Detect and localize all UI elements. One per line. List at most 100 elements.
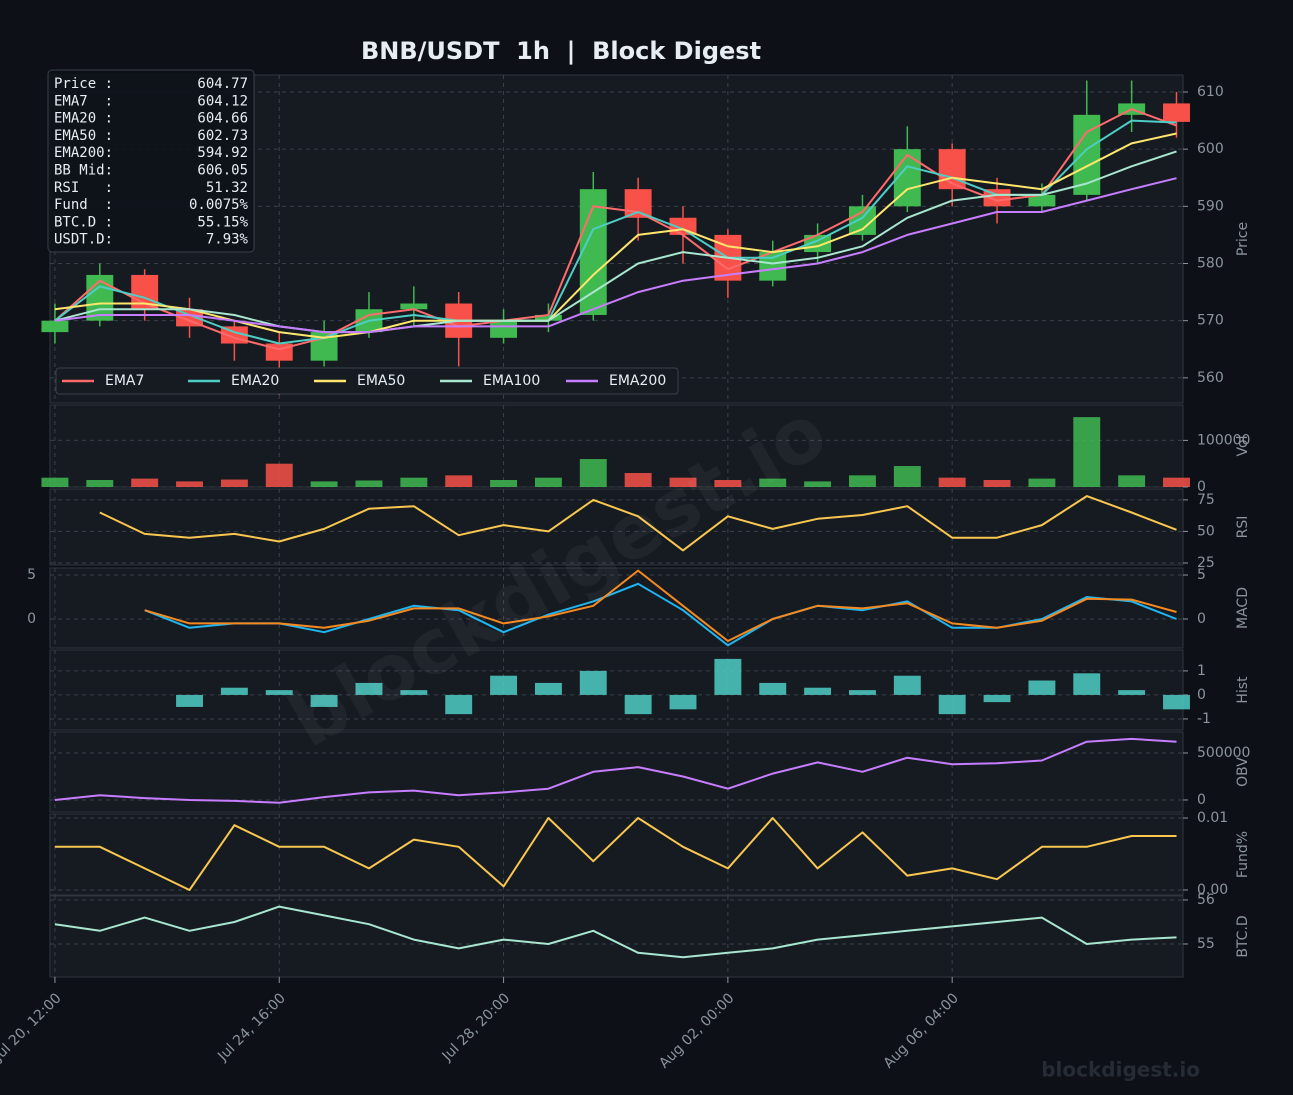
bar — [983, 480, 1011, 487]
y-axis-label: RSI — [1235, 516, 1251, 539]
info-label: EMA20 : — [54, 111, 113, 127]
bar — [355, 682, 383, 695]
panel — [49, 649, 1184, 731]
y-tick-label: -1 — [1197, 711, 1211, 727]
bar — [310, 694, 338, 707]
info-label: BTC.D : — [54, 214, 113, 230]
bar — [848, 690, 876, 695]
panel-content — [50, 814, 1183, 895]
bar — [176, 481, 203, 487]
bar — [579, 670, 607, 695]
y-tick-label: 56 — [1197, 892, 1215, 908]
y-axis-label: Fund% — [1235, 831, 1251, 878]
y-tick-label: 50 — [1197, 523, 1215, 539]
bar — [579, 459, 607, 487]
info-value: 606.05 — [197, 163, 248, 179]
panel — [49, 567, 1184, 649]
bar — [490, 480, 518, 487]
panel-content — [41, 405, 1190, 488]
bar — [759, 682, 787, 695]
legend-label: EMA7 — [105, 373, 144, 389]
y-axis-label: Vol — [1235, 436, 1251, 457]
bar — [86, 480, 114, 487]
bar — [400, 477, 428, 487]
bar — [41, 477, 69, 487]
panel-content — [50, 896, 1183, 977]
y-tick-label: 75 — [1197, 492, 1215, 508]
line — [54, 817, 1177, 891]
chart-title: BNB/USDT 1h | Block Digest — [361, 37, 761, 65]
candle-body — [624, 189, 652, 218]
y-tick-label: 5 — [1197, 567, 1206, 583]
candle-body — [400, 303, 428, 310]
watermark-corner: blockdigest.io — [1041, 1058, 1200, 1082]
bar — [938, 477, 966, 487]
y-tick-label: 25 — [1197, 555, 1215, 571]
info-label: EMA7 : — [54, 93, 113, 109]
bar — [220, 687, 248, 695]
bar — [624, 473, 652, 487]
bar — [893, 466, 921, 487]
panel — [49, 731, 1184, 813]
y-tick-label: 600 — [1197, 141, 1224, 157]
info-value: 594.92 — [197, 145, 248, 161]
bar — [534, 682, 562, 695]
panel-content — [41, 75, 1190, 403]
line — [54, 108, 1177, 351]
bar — [714, 658, 742, 695]
y-tick-label: 500000 — [1197, 745, 1250, 761]
bar — [1028, 478, 1056, 487]
panel — [49, 895, 1184, 978]
bar — [220, 479, 248, 487]
bar — [355, 480, 383, 487]
y-tick-label: 580 — [1197, 255, 1224, 271]
y-tick-label: 100000 — [1197, 432, 1250, 448]
bar — [490, 675, 518, 695]
info-label: EMA50 : — [54, 128, 113, 144]
bar — [1073, 417, 1101, 487]
panel-content — [50, 732, 1183, 812]
candle-body — [176, 309, 203, 327]
info-value: 602.73 — [197, 128, 248, 144]
y-tick-label: 0.01 — [1197, 810, 1228, 826]
bar — [1163, 477, 1190, 487]
bar — [131, 478, 159, 487]
bar — [983, 694, 1011, 703]
bar — [265, 690, 293, 695]
bar — [176, 694, 203, 707]
bar — [1073, 673, 1101, 695]
y-tick-label: 55 — [1197, 936, 1215, 952]
bar — [804, 687, 832, 695]
y-tick-label-left: 5 — [27, 567, 36, 583]
candle-body — [41, 320, 69, 333]
bar — [445, 694, 473, 715]
bar — [265, 463, 293, 487]
y-axis-label: Price — [1235, 222, 1251, 256]
legend-label: EMA20 — [231, 373, 279, 389]
y-tick-label-left: 0 — [27, 611, 36, 627]
line — [54, 905, 1177, 959]
legend-label: EMA50 — [357, 373, 405, 389]
bar — [759, 478, 787, 487]
info-label: USDT.D: — [54, 232, 113, 248]
line — [54, 119, 1177, 345]
info-value: 51.32 — [206, 180, 248, 196]
candle-body — [490, 320, 518, 338]
y-tick-label: 590 — [1197, 198, 1224, 214]
info-value: 604.77 — [197, 76, 248, 92]
panel — [49, 813, 1184, 896]
panel — [49, 404, 1184, 488]
panel-content — [50, 650, 1190, 730]
panel-content — [50, 568, 1183, 648]
legend-label: EMA200 — [609, 373, 666, 389]
y-tick-label: 1 — [1197, 663, 1206, 679]
info-value: 604.66 — [197, 111, 248, 127]
bar — [1118, 475, 1146, 487]
info-label: Price : — [54, 76, 113, 92]
bar — [804, 481, 832, 487]
bar — [669, 477, 697, 487]
y-tick-label: 0.00 — [1197, 882, 1228, 898]
bar — [1118, 690, 1146, 695]
bar — [624, 694, 652, 715]
